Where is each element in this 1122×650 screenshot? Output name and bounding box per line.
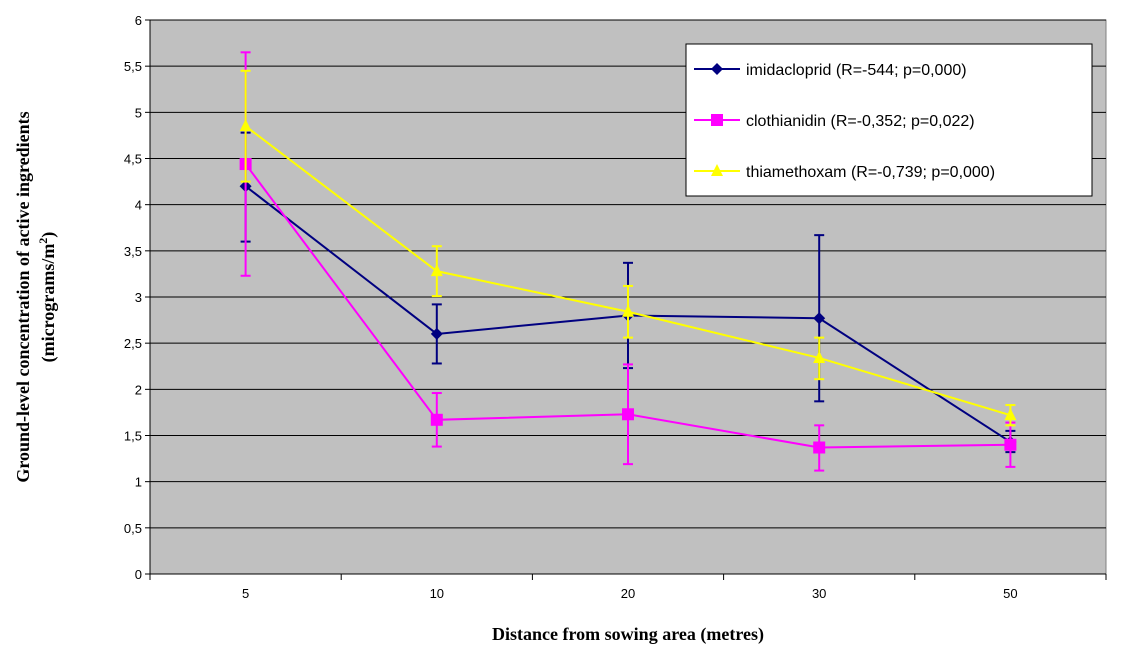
legend-marker [711, 164, 723, 176]
data-point [430, 264, 443, 277]
y-tick-labels: 0 0,5 1 1,5 2 2,5 3 3,5 4 4,5 5 5,5 6 [124, 13, 142, 582]
y-tick-label: 1,5 [124, 429, 142, 444]
legend-item: clothianidin (R=-0,352; p=0,022) [694, 113, 975, 130]
legend-label: imidacloprid (R=-544; p=0,000) [746, 62, 967, 79]
legend-label: clothianidin (R=-0,352; p=0,022) [746, 113, 975, 130]
gridlines [150, 19, 1106, 529]
axes [145, 19, 1107, 580]
y-axis-title-unit: (micrograms/m [38, 244, 59, 363]
data-point [622, 408, 634, 421]
y-axis-title-close: ) [38, 232, 59, 238]
legend-marker [711, 63, 723, 75]
y-tick-label: 4,5 [124, 152, 142, 167]
y-tick-label: 4 [135, 198, 142, 213]
y-tick-label: 3,5 [124, 244, 142, 259]
series-triangle [239, 69, 1017, 427]
x-tick-label: 30 [812, 586, 826, 601]
legend-item: imidacloprid (R=-544; p=0,000) [694, 62, 967, 79]
legend-item: thiamethoxam (R=-0,739; p=0,000) [694, 164, 995, 181]
y-tick-label: 5 [135, 105, 142, 120]
y-tick-label: 2,5 [124, 336, 142, 351]
data-point [622, 304, 634, 317]
data-point [430, 327, 443, 340]
data-point [430, 413, 443, 426]
data-point [1004, 438, 1017, 451]
x-tick-label: 10 [430, 586, 444, 601]
data-point [1004, 408, 1017, 421]
legend-label: thiamethoxam (R=-0,739; p=0,000) [746, 164, 995, 181]
y-tick-label: 5,5 [124, 59, 142, 74]
legend-box [685, 43, 1093, 197]
legend: imidacloprid (R=-544; p=0,000) clothianid… [685, 43, 1093, 197]
x-tick-label: 20 [621, 586, 635, 601]
x-axis-title: Distance from sowing area (metres) [492, 624, 764, 645]
x-tick-label: 50 [1003, 586, 1017, 601]
y-tick-label: 2 [135, 382, 142, 397]
series-layer [239, 51, 1017, 472]
data-point [813, 350, 826, 363]
y-axis-title-superscript: 2 [36, 238, 50, 244]
y-tick-label: 1 [135, 475, 142, 490]
y-tick-label: 0 [135, 567, 142, 582]
legend-marker [711, 114, 723, 126]
y-axis-title-line2: (micrograms/m2) [36, 232, 59, 363]
y-tick-label: 6 [135, 13, 142, 28]
x-tick-label: 5 [242, 586, 249, 601]
data-point [813, 312, 826, 325]
y-tick-label: 3 [135, 290, 142, 305]
data-point [239, 119, 252, 132]
data-point [813, 441, 826, 454]
y-axis-title: Ground-level concentration of active ing… [13, 111, 59, 482]
y-axis-title-line1: Ground-level concentration of active ing… [13, 111, 33, 482]
y-tick-label: 0,5 [124, 521, 142, 536]
x-tick-labels: 5 10 20 30 50 [242, 586, 1018, 601]
